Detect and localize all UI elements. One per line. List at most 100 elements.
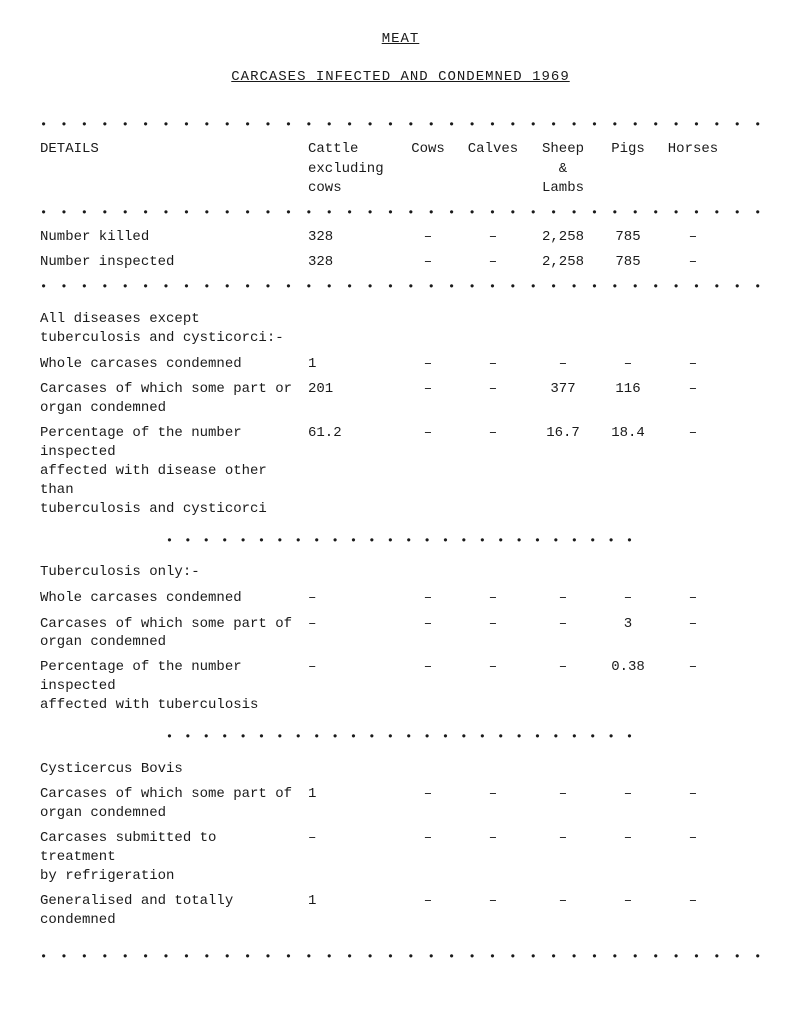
cell: – — [458, 253, 528, 273]
cell: – — [458, 589, 528, 609]
table-row: Carcases of which some part or organ con… — [40, 380, 761, 418]
section-a-l1: All diseases except — [40, 310, 761, 330]
row-label-l2: affected with disease other than — [40, 462, 300, 500]
page-title-sub: CARCASES INFECTED AND CONDEMNED 1969 — [40, 68, 761, 88]
header-cows: Cows — [398, 140, 458, 160]
header-sheep-l2: & — [528, 160, 598, 180]
cell: – — [658, 253, 728, 273]
cell: – — [398, 380, 458, 400]
cell: – — [308, 829, 398, 849]
row-label: Percentage of the number inspected affec… — [40, 424, 308, 518]
cell: – — [598, 589, 658, 609]
cell: – — [658, 615, 728, 635]
cell: – — [598, 785, 658, 805]
cell: – — [308, 658, 398, 678]
cell: – — [528, 615, 598, 635]
separator-top: • • • • • • • • • • • • • • • • • • • • … — [40, 117, 761, 134]
cell: – — [458, 615, 528, 635]
separator-mid-b: • • • • • • • • • • • • • • • • • • • • … — [40, 729, 761, 746]
cell: 328 — [308, 228, 398, 248]
cell: – — [398, 785, 458, 805]
row-label-l1: Percentage of the number inspected — [40, 424, 300, 462]
cell: – — [528, 658, 598, 678]
row-label: Carcases of which some part or organ con… — [40, 380, 308, 418]
cell: – — [458, 829, 528, 849]
cell: 201 — [308, 380, 398, 400]
cell: – — [598, 355, 658, 375]
separator-header: • • • • • • • • • • • • • • • • • • • • … — [40, 205, 761, 222]
separator-mid-a: • • • • • • • • • • • • • • • • • • • • … — [40, 533, 761, 550]
cell: – — [528, 829, 598, 849]
cell: 377 — [528, 380, 598, 400]
page-title-main: MEAT — [40, 30, 761, 50]
header-details: DETAILS — [40, 140, 308, 160]
cell: – — [658, 589, 728, 609]
table-row: Carcases of which some part of organ con… — [40, 785, 761, 823]
cell: 785 — [598, 253, 658, 273]
cell: – — [458, 355, 528, 375]
cell: – — [658, 355, 728, 375]
cell: – — [528, 355, 598, 375]
cell: – — [598, 829, 658, 849]
section-a-heading: All diseases except tuberculosis and cys… — [40, 310, 761, 349]
header-pigs: Pigs — [598, 140, 658, 160]
table-row: Generalised and totally condemned 1 – – … — [40, 892, 761, 931]
cell: – — [398, 253, 458, 273]
row-label-l1: Carcases of which some part of — [40, 615, 300, 634]
cell: 785 — [598, 228, 658, 248]
cell: – — [398, 355, 458, 375]
section-b-heading: Tuberculosis only:- — [40, 563, 761, 583]
table-row: Number inspected 328 – – 2,258 785 – — [40, 253, 761, 273]
table-row: Carcases of which some part of organ con… — [40, 615, 761, 653]
separator-body: • • • • • • • • • • • • • • • • • • • • … — [40, 279, 761, 296]
row-label: Whole carcases condemned — [40, 589, 308, 609]
cell: 1 — [308, 785, 398, 805]
cell: – — [528, 785, 598, 805]
table-row: Carcases submitted to treatment by refri… — [40, 829, 761, 886]
header-cattle-l1: Cattle — [308, 140, 398, 160]
row-label-l1: Carcases of which some part of — [40, 785, 300, 804]
separator-bottom: • • • • • • • • • • • • • • • • • • • • … — [40, 949, 761, 966]
cell: 1 — [308, 892, 398, 912]
cell: – — [398, 615, 458, 635]
row-label-l2: by refrigeration — [40, 867, 300, 886]
cell: 3 — [598, 615, 658, 635]
section-c-heading: Cysticercus Bovis — [40, 760, 761, 780]
section-a-l2: tuberculosis and cysticorci:- — [40, 329, 761, 349]
row-label-l1: Carcases submitted to treatment — [40, 829, 300, 867]
row-label-l2: organ condemned — [40, 633, 300, 652]
row-label: Number inspected — [40, 253, 308, 273]
cell: – — [458, 424, 528, 444]
cell: 61.2 — [308, 424, 398, 444]
cell: – — [658, 892, 728, 912]
cell: – — [458, 892, 528, 912]
row-label-l2: organ condemned — [40, 399, 300, 418]
cell: – — [658, 380, 728, 400]
cell: – — [398, 892, 458, 912]
row-label: Percentage of the number inspected affec… — [40, 658, 308, 715]
cell: 1 — [308, 355, 398, 375]
cell: 2,258 — [528, 253, 598, 273]
table-row: Number killed 328 – – 2,258 785 – — [40, 228, 761, 248]
row-label-l1: Carcases of which some part or — [40, 380, 300, 399]
cell: – — [598, 892, 658, 912]
cell: – — [658, 424, 728, 444]
cell: – — [528, 892, 598, 912]
header-cattle-l3: cows — [308, 179, 398, 199]
cell: – — [458, 380, 528, 400]
table-row: Whole carcases condemned 1 – – – – – — [40, 355, 761, 375]
cell: 0.38 — [598, 658, 658, 678]
table-row: Percentage of the number inspected affec… — [40, 658, 761, 715]
cell: – — [398, 658, 458, 678]
cell: 2,258 — [528, 228, 598, 248]
header-sheep: Sheep & Lambs — [528, 140, 598, 199]
row-label: Carcases of which some part of organ con… — [40, 785, 308, 823]
header-cattle-l2: excluding — [308, 160, 398, 180]
cell: 328 — [308, 253, 398, 273]
cell: – — [308, 589, 398, 609]
row-label: Whole carcases condemned — [40, 355, 308, 375]
cell: – — [658, 658, 728, 678]
cell: – — [458, 228, 528, 248]
cell: – — [658, 785, 728, 805]
cell: – — [658, 228, 728, 248]
